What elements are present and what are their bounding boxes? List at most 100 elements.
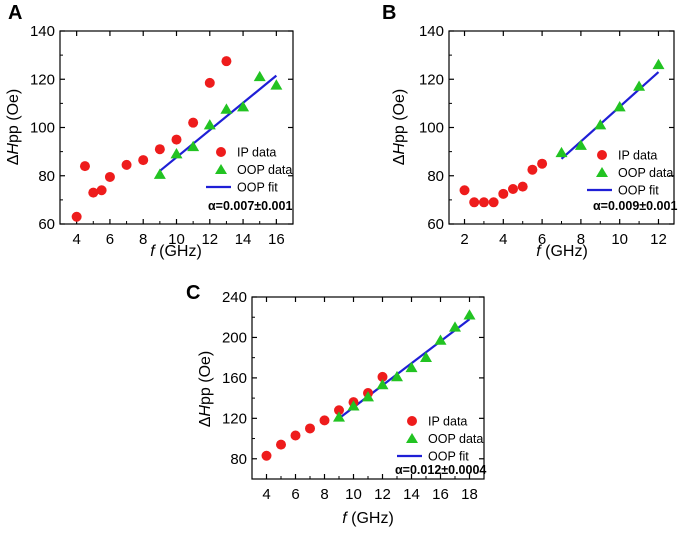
- panel-c: 4 6 8 10 12 14 16 18 80 120 160 200 240 IP data OOP da…: [186, 282, 486, 527]
- ip-data-point: [154, 144, 165, 155]
- oop-data-point: [187, 140, 200, 152]
- ip-data-point: [537, 158, 548, 169]
- y-axis-title-unit: pp (Oe): [197, 351, 214, 405]
- ip-data-point: [261, 450, 272, 461]
- legend-ip-label: IP data: [618, 149, 657, 163]
- x-tick-label: 10: [611, 231, 628, 248]
- oop-data-point: [391, 370, 403, 382]
- x-tick-label: 16: [432, 486, 449, 503]
- oop-data-point: [594, 119, 607, 130]
- ip-data-point: [221, 56, 232, 67]
- panel-b: 2 4 6 8 10 12 60 80 100 120 140 IP data OOP data OOP …: [382, 2, 677, 260]
- oop-data-point: [420, 351, 432, 362]
- y-tick-label: 100: [419, 120, 444, 137]
- oop-data-point: [555, 146, 568, 158]
- x-axis-title: f (GHz): [150, 243, 202, 260]
- x-tick-label: 18: [461, 486, 478, 503]
- y-axis-title: ΔHpp (Oe): [5, 89, 22, 166]
- oop-data-point: [652, 58, 665, 70]
- x-tick-label: 16: [268, 231, 285, 248]
- ip-data-point: [88, 187, 99, 198]
- y-tick-label: 140: [419, 23, 444, 40]
- y-tick-label: 80: [38, 168, 55, 185]
- x-tick-label: 12: [374, 486, 391, 503]
- x-tick-label: 12: [201, 231, 218, 248]
- oop-fit-line: [338, 318, 471, 420]
- oop-data-point: [376, 378, 389, 390]
- alpha-annotation: α=0.012±0.0004: [395, 463, 486, 477]
- oop-data-point: [220, 103, 233, 114]
- x-tick-label: 8: [139, 231, 147, 248]
- oop-data-point: [613, 100, 626, 112]
- legend-oop-label: OOP data: [428, 432, 483, 446]
- x-axis-title-unit: (GHz): [541, 243, 588, 260]
- panel-a: 4 6 8 10 12 14 16 60 80 100 120 140 IP data OOP data O…: [5, 2, 294, 260]
- oop-data-point: [237, 100, 250, 112]
- ip-data-point: [319, 415, 330, 426]
- ip-data-point: [71, 211, 82, 222]
- legend-oop-marker: [406, 433, 418, 443]
- ip-data-point: [276, 439, 286, 450]
- legend-fit-label: OOP fit: [237, 181, 278, 195]
- x-tick-label: 14: [403, 486, 420, 503]
- oop-data-point: [333, 411, 345, 422]
- ip-data-point: [171, 134, 182, 145]
- x-tick-label: 6: [538, 231, 546, 248]
- ip-data-point: [478, 197, 489, 208]
- legend-oop-marker: [596, 167, 608, 177]
- ip-data-point: [527, 164, 538, 175]
- ip-data-point: [469, 197, 480, 208]
- ip-data-point: [104, 171, 115, 182]
- oop-data-point: [253, 70, 266, 82]
- legend-ip-label: IP data: [237, 146, 276, 160]
- x-tick-label: 8: [320, 486, 328, 503]
- x-axis-title-var: f: [342, 510, 348, 527]
- x-tick-label: 2: [460, 231, 468, 248]
- x-axis-title: f (GHz): [536, 243, 588, 260]
- legend-fit-label: OOP fit: [428, 450, 469, 464]
- x-axis-title: f (GHz): [342, 510, 394, 527]
- panel-letter: B: [382, 2, 396, 24]
- y-axis-title-delta: Δ: [197, 416, 214, 427]
- y-axis-title: ΔHpp (Oe): [197, 351, 214, 428]
- ip-data-point: [488, 197, 499, 208]
- oop-data-point: [633, 80, 646, 91]
- oop-data-point: [203, 119, 216, 130]
- oop-data-point: [170, 148, 183, 159]
- oop-data-point: [463, 309, 476, 320]
- legend-ip-label: IP data: [428, 415, 467, 429]
- y-tick-label: 140: [30, 23, 55, 40]
- legend-ip-marker: [597, 150, 607, 160]
- ip-data-point: [377, 371, 388, 382]
- ip-data-point: [290, 430, 301, 441]
- ip-data-point: [459, 185, 470, 196]
- legend-oop-label: OOP data: [237, 163, 292, 177]
- x-axis-title-unit: (GHz): [155, 243, 202, 260]
- y-tick-label: 200: [222, 329, 247, 346]
- y-tick-label: 80: [427, 168, 444, 185]
- x-tick-label: 6: [291, 486, 299, 503]
- y-tick-label: 160: [222, 370, 247, 387]
- x-tick-label: 4: [72, 231, 80, 248]
- y-axis-title-delta: Δ: [391, 154, 408, 165]
- legend-oop-label: OOP data: [618, 166, 673, 180]
- x-tick-label: 10: [168, 231, 185, 248]
- alpha-annotation: α=0.009±0.001: [593, 199, 677, 213]
- oop-data-point: [347, 400, 360, 411]
- ip-data-point: [508, 184, 519, 195]
- legend-oop-marker: [215, 164, 227, 174]
- ip-data-point: [204, 77, 215, 88]
- oop-data-point: [574, 139, 587, 150]
- oop-data-point: [434, 334, 447, 345]
- y-tick-label: 60: [38, 216, 55, 233]
- y-tick-label: 120: [419, 71, 444, 88]
- y-axis-title-unit: pp (Oe): [5, 89, 22, 143]
- y-axis-title-unit: pp (Oe): [391, 89, 408, 143]
- ip-data-point: [305, 423, 315, 434]
- ip-data-point: [121, 159, 132, 170]
- panel-letter: A: [8, 2, 22, 24]
- ip-data-point: [138, 155, 149, 166]
- y-tick-label: 120: [222, 410, 247, 427]
- y-axis-title-var: H: [391, 143, 408, 155]
- ip-data-point: [517, 181, 528, 192]
